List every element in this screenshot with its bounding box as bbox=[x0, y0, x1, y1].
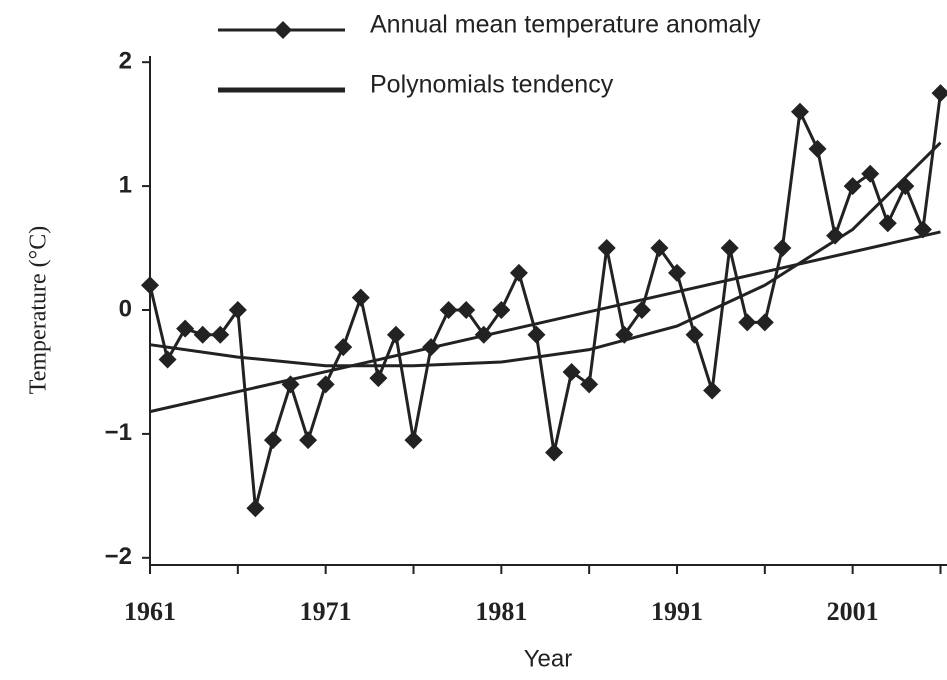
data-point bbox=[878, 214, 897, 233]
data-point bbox=[334, 338, 353, 357]
x-tick-label: 2001 bbox=[827, 597, 879, 626]
y-tick-label: 0 bbox=[119, 295, 132, 322]
data-point bbox=[492, 301, 511, 319]
data-point bbox=[843, 177, 862, 196]
data-point bbox=[597, 239, 616, 258]
data-point bbox=[738, 313, 757, 332]
legend-marker bbox=[274, 21, 292, 39]
data-point bbox=[193, 325, 212, 344]
data-point bbox=[650, 239, 669, 258]
data-point bbox=[141, 276, 159, 295]
data-point bbox=[580, 375, 599, 394]
data-point bbox=[667, 263, 686, 282]
x-tick-label: 1981 bbox=[475, 597, 527, 626]
data-point bbox=[246, 499, 265, 518]
data-point bbox=[316, 375, 335, 394]
data-point bbox=[562, 362, 581, 381]
y-tick-label: 2 bbox=[119, 48, 132, 75]
data-point bbox=[158, 350, 177, 369]
data-point bbox=[773, 239, 792, 258]
data-point bbox=[509, 263, 528, 282]
x-tick-label: 1991 bbox=[651, 597, 703, 626]
x-tick-label: 1961 bbox=[124, 597, 176, 626]
y-tick-label: −2 bbox=[105, 543, 132, 570]
data-point bbox=[439, 301, 458, 319]
series-line bbox=[149, 230, 941, 414]
data-point bbox=[457, 301, 476, 319]
data-point bbox=[931, 84, 947, 103]
data-point bbox=[545, 443, 564, 462]
data-point bbox=[263, 431, 282, 450]
y-axis-label: Temperature (°C) bbox=[26, 226, 52, 395]
data-point bbox=[861, 164, 880, 183]
data-point bbox=[808, 139, 827, 158]
y-tick-label: 1 bbox=[119, 171, 132, 198]
legend-label: Annual mean temperature anomaly bbox=[370, 11, 761, 39]
data-point bbox=[685, 325, 704, 344]
y-tick-label: −1 bbox=[105, 419, 132, 446]
data-point bbox=[720, 239, 739, 258]
data-point bbox=[703, 381, 722, 400]
series-line bbox=[148, 92, 942, 509]
data-point bbox=[351, 288, 370, 307]
data-point bbox=[228, 301, 247, 319]
data-point bbox=[826, 226, 845, 245]
series-line bbox=[149, 141, 942, 368]
data-point bbox=[386, 325, 405, 344]
x-tick-label: 1971 bbox=[300, 597, 352, 626]
data-point bbox=[211, 325, 230, 344]
data-point bbox=[176, 319, 195, 338]
data-point bbox=[299, 431, 318, 450]
data-point bbox=[790, 102, 809, 121]
data-point bbox=[896, 177, 915, 196]
x-axis-label: Year bbox=[524, 645, 573, 672]
data-point bbox=[527, 325, 546, 344]
legend-label: Polynomials tendency bbox=[370, 71, 614, 99]
data-point bbox=[404, 431, 423, 450]
data-point bbox=[369, 369, 388, 388]
data-point bbox=[632, 301, 651, 319]
data-point bbox=[755, 313, 774, 332]
